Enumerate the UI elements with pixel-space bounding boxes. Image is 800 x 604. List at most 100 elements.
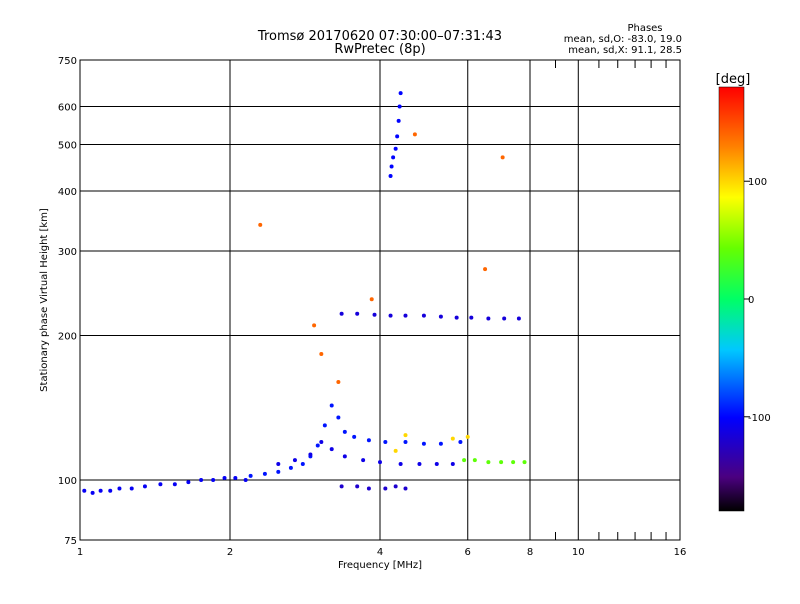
echo-point [391, 155, 396, 160]
y-tick-label: 400 [58, 187, 77, 198]
echo-point [397, 104, 402, 109]
echo-point [434, 461, 439, 466]
echo-point [398, 461, 403, 466]
colorbar [718, 86, 745, 512]
x-tick-label: 2 [227, 547, 233, 558]
echo-point [248, 473, 253, 478]
phase-stats-o: mean, sd,O: -83.0, 19.0 [564, 34, 682, 45]
x-axis-label: Frequency [MHz] [338, 560, 422, 571]
x-tick-label: 6 [465, 547, 471, 558]
x-tick-label: 16 [674, 547, 687, 558]
echo-point [417, 461, 422, 466]
echo-point [186, 480, 191, 485]
echo-point [369, 297, 374, 302]
echo-point [421, 313, 426, 318]
echo-point [352, 434, 357, 439]
echo-point [319, 440, 324, 445]
echo-point [108, 488, 113, 493]
echo-point [462, 458, 467, 463]
y-tick-label: 75 [64, 536, 77, 547]
echo-point [339, 311, 344, 316]
echo-point [516, 316, 521, 321]
phase-stats-heading: Phases [627, 23, 662, 34]
echo-point [389, 164, 394, 169]
echo-point [522, 460, 527, 465]
echo-point [342, 454, 347, 459]
echo-point [329, 447, 334, 452]
echo-point [438, 441, 443, 446]
colorbar-tick-label: 0 [748, 295, 754, 306]
echo-point [142, 484, 147, 489]
echo-point [393, 448, 398, 453]
x-tick-label: 4 [377, 547, 383, 558]
echo-point [222, 475, 227, 480]
y-tick-label: 300 [58, 247, 77, 258]
y-tick-label: 750 [58, 56, 77, 67]
x-tick-label: 10 [572, 547, 585, 558]
echo-point [483, 267, 488, 272]
echo-point [383, 440, 388, 445]
echo-point [383, 486, 388, 491]
echo-point [276, 469, 281, 474]
echo-point [258, 222, 263, 227]
echo-point [372, 312, 377, 317]
x-tick-label: 8 [527, 547, 533, 558]
echo-point [315, 443, 320, 448]
colorbar-label: [deg] [716, 72, 751, 87]
echo-point [403, 433, 408, 438]
y-axis-label: Stationary phase Virtual Height [km] [39, 208, 50, 392]
echo-point [300, 461, 305, 466]
echo-point [82, 488, 87, 493]
echo-point [502, 316, 507, 321]
echo-point [486, 316, 491, 321]
echo-point [361, 458, 366, 463]
echo-point [403, 440, 408, 445]
echo-point [199, 478, 204, 483]
data-points [82, 91, 527, 495]
echo-point [339, 484, 344, 489]
echo-point [211, 478, 216, 483]
echo-point [322, 423, 327, 428]
echo-point [396, 118, 401, 123]
echo-point [454, 315, 459, 320]
echo-point [319, 352, 324, 357]
y-tick-label: 100 [58, 476, 77, 487]
echo-point [336, 415, 341, 420]
plot-frame [79, 59, 681, 541]
echo-point [465, 434, 470, 439]
echo-point [117, 486, 122, 491]
y-tick-label: 600 [58, 103, 77, 114]
echo-point [355, 484, 360, 489]
echo-point [129, 486, 134, 491]
x-tick-label: 1 [77, 547, 83, 558]
echo-point [388, 313, 393, 318]
echo-point [469, 315, 474, 320]
colorbar-tick-label: 100 [748, 177, 767, 188]
echo-point [472, 458, 477, 463]
echo-point [233, 475, 238, 480]
echo-point [342, 429, 347, 434]
echo-point [500, 155, 505, 160]
echo-point [403, 313, 408, 318]
echo-point [486, 460, 491, 465]
echo-point [288, 465, 293, 470]
echo-point [450, 436, 455, 441]
echo-point [458, 440, 463, 445]
echo-point [395, 134, 400, 139]
echo-point [450, 461, 455, 466]
colorbar-ticks: 100 0 -100 [744, 177, 771, 424]
chart-title: Tromsø 20170620 07:30:00–07:31:43 [257, 29, 502, 44]
grid-lines [79, 59, 681, 541]
echo-point [398, 91, 403, 96]
echo-point [403, 486, 408, 491]
echo-point [421, 441, 426, 446]
echo-point [329, 403, 334, 408]
chart-subtitle: RwPretec (8p) [334, 42, 425, 57]
echo-point [388, 173, 393, 178]
echo-point [262, 471, 267, 476]
echo-point [336, 380, 341, 385]
echo-point [98, 488, 103, 493]
echo-point [366, 438, 371, 443]
y-tick-label: 200 [58, 332, 77, 343]
